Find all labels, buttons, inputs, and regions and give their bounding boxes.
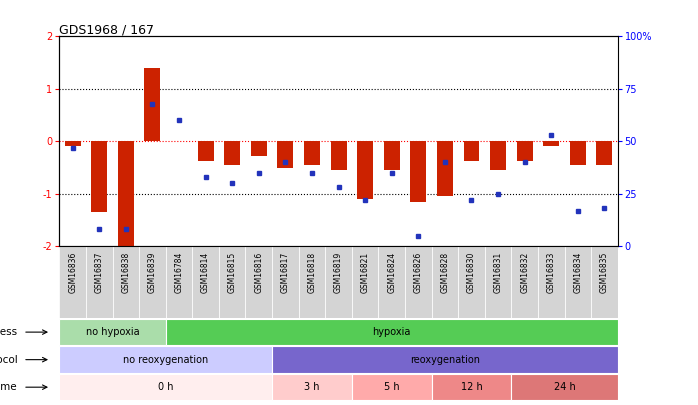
Bar: [570, 141, 586, 165]
Bar: [59, 319, 165, 345]
Text: 12 h: 12 h: [461, 382, 482, 392]
Bar: [485, 246, 512, 318]
Bar: [219, 246, 246, 318]
Text: GSM16836: GSM16836: [68, 252, 77, 293]
Text: no hypoxia: no hypoxia: [86, 327, 140, 337]
Bar: [543, 141, 559, 145]
Bar: [538, 246, 565, 318]
Bar: [59, 374, 272, 401]
Bar: [277, 141, 293, 168]
Text: reoxygenation: reoxygenation: [410, 355, 480, 364]
Bar: [272, 246, 299, 318]
Bar: [86, 246, 112, 318]
Text: GSM16834: GSM16834: [573, 252, 582, 293]
Text: GSM16818: GSM16818: [307, 252, 316, 293]
Bar: [591, 246, 618, 318]
Text: GSM16837: GSM16837: [95, 252, 104, 293]
Bar: [299, 246, 325, 318]
Bar: [437, 141, 453, 196]
Bar: [458, 246, 485, 318]
Text: 3 h: 3 h: [304, 382, 320, 392]
Text: GSM16830: GSM16830: [467, 252, 476, 293]
Bar: [378, 246, 405, 318]
Bar: [246, 246, 272, 318]
Text: time: time: [0, 382, 17, 392]
Bar: [431, 374, 512, 401]
Bar: [198, 141, 214, 161]
Bar: [304, 141, 320, 165]
Bar: [144, 68, 161, 141]
Text: GSM16828: GSM16828: [440, 252, 450, 293]
Bar: [597, 141, 612, 165]
Bar: [59, 346, 272, 373]
Bar: [331, 141, 346, 170]
Bar: [357, 141, 373, 199]
Text: stress: stress: [0, 327, 17, 337]
Text: no reoxygenation: no reoxygenation: [123, 355, 208, 364]
Bar: [91, 141, 107, 212]
Bar: [512, 374, 618, 401]
Text: protocol: protocol: [0, 355, 17, 364]
Text: GSM16826: GSM16826: [414, 252, 423, 293]
Bar: [352, 246, 378, 318]
Text: GSM16821: GSM16821: [361, 252, 370, 293]
Bar: [463, 141, 480, 161]
Bar: [112, 246, 139, 318]
Bar: [165, 246, 192, 318]
Bar: [139, 246, 165, 318]
Bar: [118, 141, 134, 246]
Bar: [490, 141, 506, 170]
Text: GSM16819: GSM16819: [334, 252, 343, 293]
Bar: [517, 141, 533, 161]
Text: GSM16833: GSM16833: [547, 252, 556, 293]
Text: 24 h: 24 h: [554, 382, 575, 392]
Bar: [384, 141, 400, 170]
Text: GSM16817: GSM16817: [281, 252, 290, 293]
Text: GSM16814: GSM16814: [201, 252, 210, 293]
Bar: [565, 246, 591, 318]
Bar: [59, 246, 86, 318]
Bar: [512, 246, 538, 318]
Bar: [405, 246, 431, 318]
Bar: [165, 319, 618, 345]
Bar: [272, 346, 618, 373]
Bar: [272, 374, 352, 401]
Text: GSM16831: GSM16831: [493, 252, 503, 293]
Bar: [65, 141, 80, 145]
Text: GSM16839: GSM16839: [148, 252, 157, 293]
Text: hypoxia: hypoxia: [373, 327, 411, 337]
Text: GSM16784: GSM16784: [174, 252, 184, 293]
Text: GSM16838: GSM16838: [121, 252, 131, 293]
Bar: [224, 141, 240, 165]
Text: 5 h: 5 h: [384, 382, 399, 392]
Text: 0 h: 0 h: [158, 382, 173, 392]
Text: GSM16815: GSM16815: [228, 252, 237, 293]
Bar: [431, 246, 458, 318]
Bar: [325, 246, 352, 318]
Text: GDS1968 / 167: GDS1968 / 167: [59, 23, 154, 36]
Bar: [410, 141, 426, 202]
Text: GSM16824: GSM16824: [387, 252, 396, 293]
Bar: [352, 374, 431, 401]
Text: GSM16832: GSM16832: [520, 252, 529, 293]
Text: GSM16835: GSM16835: [600, 252, 609, 293]
Bar: [192, 246, 219, 318]
Text: GSM16816: GSM16816: [254, 252, 263, 293]
Bar: [251, 141, 267, 156]
